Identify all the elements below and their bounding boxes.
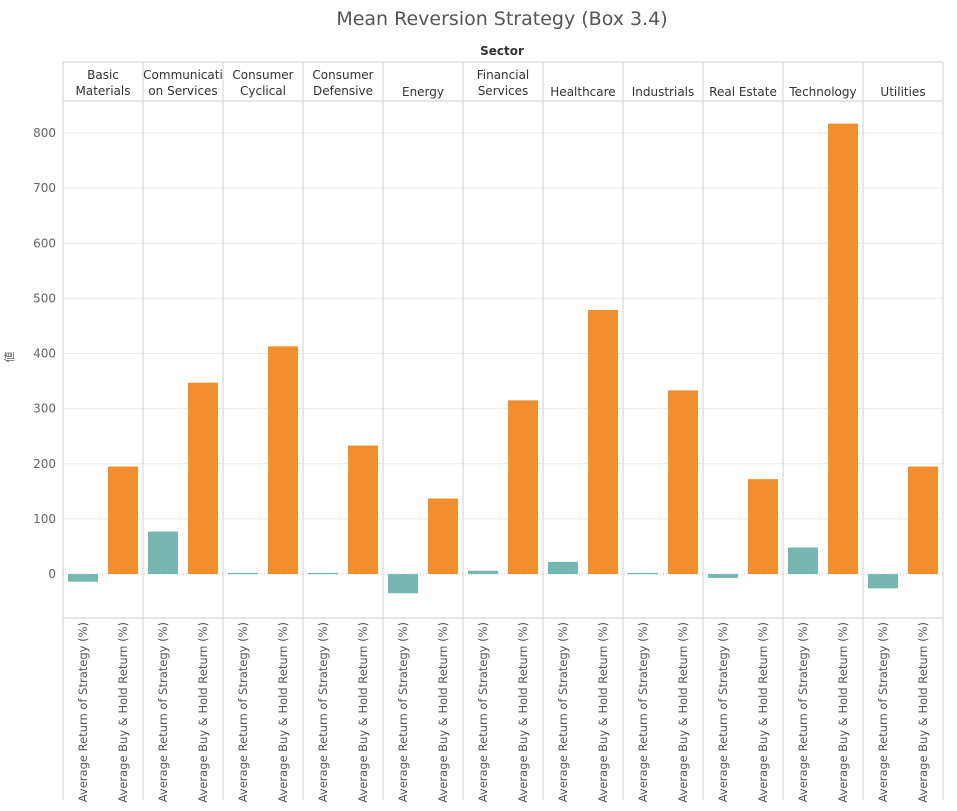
bar-strategy-5 [468,570,498,574]
category-label-5: Financial Services [477,68,530,98]
y-tick-label: 0 [48,567,56,581]
bar-strategy-9 [788,547,818,574]
bar-strategy-10 [868,574,898,589]
series-axis-label: Average Return of Strategy (%) [636,622,650,802]
series-axis-label: Average Buy & Hold Return (%) [836,622,850,803]
series-axis-label: Average Return of Strategy (%) [556,622,570,802]
category-label-9: Technology [788,85,856,99]
series-axis-label: Average Buy & Hold Return (%) [916,622,930,803]
y-tick-label: 500 [33,291,56,305]
y-axis-title: 値 [3,352,16,363]
bar-strategy-7 [628,572,658,575]
series-axis-label: Average Buy & Hold Return (%) [276,622,290,803]
y-tick-label: 800 [33,126,56,140]
category-label-3: Consumer Defensive [312,68,373,98]
chart-title: Mean Reversion Strategy (Box 3.4) [336,8,667,30]
bar-strategy-0 [68,574,98,582]
bar-buy-hold-4 [428,498,458,574]
series-axis-label: Average Return of Strategy (%) [76,622,90,802]
bar-buy-hold-3 [348,445,378,574]
bar-buy-hold-6 [588,309,618,574]
y-tick-label: 600 [33,236,56,250]
series-axis-label: Average Return of Strategy (%) [796,622,810,802]
bar-buy-hold-2 [268,346,298,574]
bar-buy-hold-10 [908,466,938,574]
y-tick-label: 300 [33,402,56,416]
bar-strategy-6 [548,561,578,574]
series-axis-label: Average Return of Strategy (%) [876,622,890,802]
labels-layer: 0 100 200 300 400 500 600 700 800 Basic Materials C… [33,68,930,803]
series-axis-label: Average Buy & Hold Return (%) [756,622,770,803]
series-axis-label: Average Return of Strategy (%) [396,622,410,802]
bar-strategy-4 [388,574,418,594]
category-label-10: Utilities [880,85,925,99]
series-axis-label: Average Return of Strategy (%) [476,622,490,802]
category-label-4: Energy [402,85,444,99]
column-header-sector: Sector [480,44,524,58]
bar-strategy-8 [708,574,738,578]
series-axis-label: Average Buy & Hold Return (%) [356,622,370,803]
y-tick-label: 400 [33,347,56,361]
series-axis-label: Average Buy & Hold Return (%) [516,622,530,803]
bar-buy-hold-8 [748,479,778,574]
bars-layer [68,123,938,594]
bar-buy-hold-7 [668,390,698,574]
category-label-7: Industrials [632,85,695,99]
bar-buy-hold-0 [108,466,138,574]
series-axis-label: Average Buy & Hold Return (%) [196,622,210,803]
bar-buy-hold-5 [508,400,538,574]
series-axis-label: Average Return of Strategy (%) [236,622,250,802]
category-label-0: Basic Materials [75,68,130,98]
frame-layer [62,61,944,800]
bar-strategy-2 [228,572,258,575]
series-axis-label: Average Buy & Hold Return (%) [116,622,130,803]
category-label-1: Communicati on Services [143,68,223,98]
series-axis-label: Average Return of Strategy (%) [716,622,730,802]
series-axis-label: Average Return of Strategy (%) [156,622,170,802]
y-tick-label: 200 [33,457,56,471]
bar-buy-hold-9 [828,123,858,574]
series-axis-label: Average Buy & Hold Return (%) [436,622,450,803]
bar-buy-hold-1 [188,382,218,574]
series-axis-label: Average Buy & Hold Return (%) [676,622,690,803]
series-axis-label: Average Buy & Hold Return (%) [596,622,610,803]
series-axis-label: Average Return of Strategy (%) [316,622,330,802]
bar-strategy-1 [148,531,178,574]
category-label-6: Healthcare [550,85,615,99]
category-label-8: Real Estate [709,85,777,99]
category-label-2: Consumer Cyclical [232,68,293,98]
y-tick-label: 700 [33,181,56,195]
y-tick-label: 100 [33,512,56,526]
bar-strategy-3 [308,572,338,575]
